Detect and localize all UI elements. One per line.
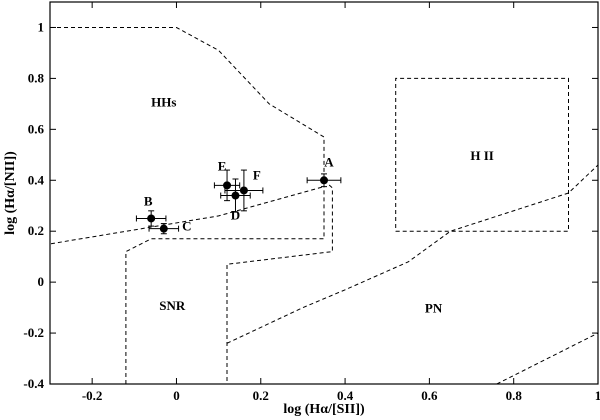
y-tick-label: 0.4 xyxy=(28,172,45,187)
x-tick-label: 0 xyxy=(173,388,180,403)
point-label: A xyxy=(324,154,334,169)
point-label: F xyxy=(253,167,261,182)
x-tick-label: -0.2 xyxy=(82,388,103,403)
data-point-group: D xyxy=(220,178,251,223)
x-axis-title: log (Hα/[SII]) xyxy=(283,402,365,417)
data-point xyxy=(159,224,168,233)
region-label: HHs xyxy=(151,94,176,109)
regions: HHs SNR PN H II xyxy=(49,27,599,385)
data-point-group: C xyxy=(148,219,192,235)
region-boundary xyxy=(125,179,333,384)
x-tick-label: 0.6 xyxy=(421,388,438,403)
region-label: H II xyxy=(470,148,493,163)
point-label: C xyxy=(182,219,191,234)
region-label: PN xyxy=(425,301,443,316)
axis-ticks: -0.2 0 0.2 0.4 0.6 0.8 1 -0.4 -0.2 0 0.2 0.4 0.6 0.8 1 xyxy=(23,2,600,403)
data-point-group: A xyxy=(306,154,342,188)
region-boundary xyxy=(49,27,325,245)
point-label: D xyxy=(231,208,240,223)
data-point-group: B xyxy=(135,193,167,227)
point-label: B xyxy=(144,193,153,208)
region-label: SNR xyxy=(159,298,186,313)
x-tick-label: 0.2 xyxy=(253,388,269,403)
data-points: A B C D E F xyxy=(135,154,342,235)
y-tick-label: 0.2 xyxy=(28,223,44,238)
y-tick-label: 0 xyxy=(38,274,45,289)
data-point-group: F xyxy=(224,167,264,212)
data-point xyxy=(147,214,156,223)
data-point xyxy=(223,181,232,190)
y-tick-label: 0.8 xyxy=(28,70,45,85)
region-boundary xyxy=(226,164,599,344)
x-tick-label: 1 xyxy=(595,388,600,403)
data-point-group: E xyxy=(213,158,241,202)
data-point xyxy=(239,186,248,195)
data-point xyxy=(320,176,328,185)
y-tick-label: -0.4 xyxy=(23,376,44,391)
y-tick-label: -0.2 xyxy=(23,325,44,340)
x-tick-label: 0.8 xyxy=(506,388,523,403)
x-tick-label: 0.4 xyxy=(337,388,354,403)
y-axis-title: log (Hα/[NII]) xyxy=(3,151,18,235)
point-label: E xyxy=(218,158,227,173)
y-tick-label: 0.6 xyxy=(28,121,45,136)
y-tick-label: 1 xyxy=(38,19,45,34)
plot-frame xyxy=(49,1,599,385)
region-boundary xyxy=(496,332,599,385)
data-point xyxy=(231,191,240,200)
region-boundary xyxy=(395,77,569,232)
